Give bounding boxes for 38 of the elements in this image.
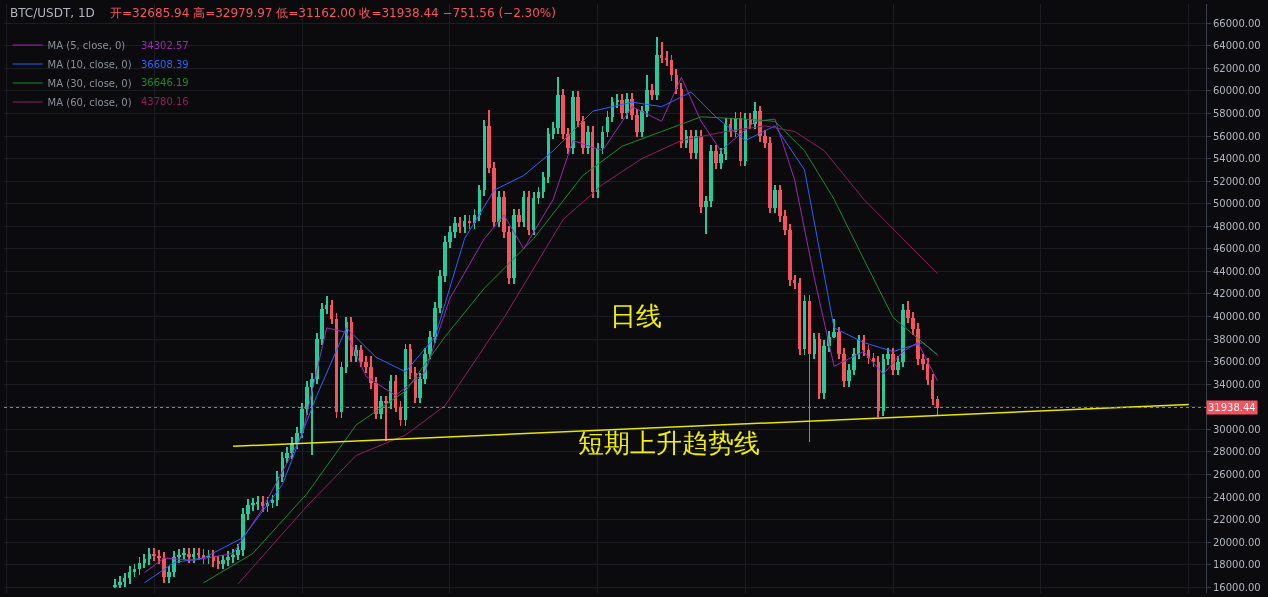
y-tick-label: 30000.00 [1213, 423, 1261, 435]
y-tick-label: 16000.00 [1213, 581, 1261, 593]
legend-label: MA (30, close, 0) [47, 77, 132, 89]
ref-line-label: 31938.44 [1208, 402, 1256, 413]
y-tick-label: 24000.00 [1213, 491, 1261, 503]
y-tick-label: 40000.00 [1213, 311, 1261, 323]
y-tick-label: 28000.00 [1213, 446, 1261, 458]
y-tick-label: 62000.00 [1213, 62, 1261, 74]
legend-label: MA (5, close, 0) [47, 39, 126, 51]
y-tick-label: 26000.00 [1213, 469, 1261, 481]
annotation: 短期上升趋势线 [578, 428, 760, 458]
annotation: 34302.57 [141, 40, 189, 51]
y-tick-label: 36000.00 [1213, 356, 1261, 368]
y-tick-label: 46000.00 [1213, 243, 1261, 255]
y-tick-label: 60000.00 [1213, 85, 1261, 97]
annotation: 36646.19 [141, 77, 189, 88]
y-tick-label: 64000.00 [1213, 40, 1261, 52]
y-tick-label: 38000.00 [1213, 333, 1261, 345]
y-tick-label: 52000.00 [1213, 175, 1261, 187]
y-tick-label: 50000.00 [1213, 198, 1261, 210]
annotation: 43780.16 [141, 96, 189, 107]
y-tick-label: 34000.00 [1213, 378, 1261, 390]
y-tick-label: 18000.00 [1213, 559, 1261, 571]
legend-label: MA (60, close, 0) [47, 96, 132, 108]
y-tick-label: 48000.00 [1213, 220, 1261, 232]
legend-label: MA (10, close, 0) [47, 58, 132, 70]
y-tick-label: 20000.00 [1213, 536, 1261, 548]
y-tick-label: 66000.00 [1213, 17, 1261, 29]
chart-title: BTC/USDT, 1D [10, 6, 95, 20]
y-tick-label: 58000.00 [1213, 107, 1261, 119]
y-tick-label: 54000.00 [1213, 153, 1261, 165]
annotation: 36608.39 [141, 59, 189, 70]
y-tick-label: 22000.00 [1213, 514, 1261, 526]
y-tick-label: 42000.00 [1213, 288, 1261, 300]
chart-subtitle: 开=32685.94 高=32979.97 低=31162.00 收=31938.44 −751.56 (−2.30%) [110, 6, 556, 20]
y-tick-label: 44000.00 [1213, 265, 1261, 277]
annotation: 日线 [610, 301, 662, 331]
y-tick-label: 56000.00 [1213, 130, 1261, 142]
